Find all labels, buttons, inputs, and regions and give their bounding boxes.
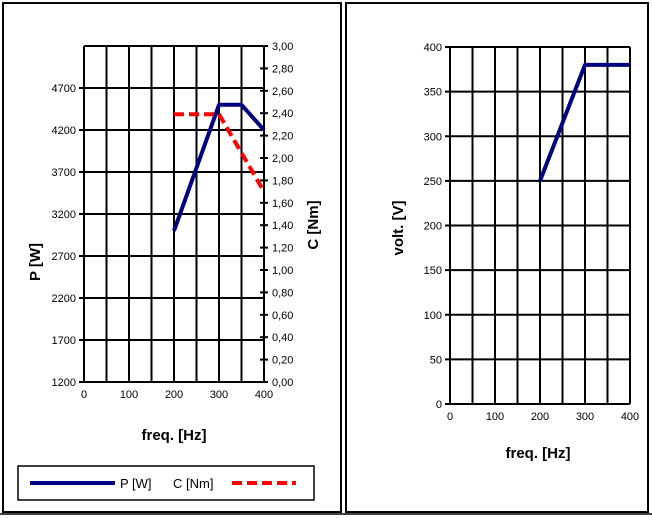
y-tick-label: 300 (424, 131, 442, 143)
legend-power-label: P [W] (120, 476, 152, 491)
power-chart-legend: P [W] C [Nm] (17, 465, 315, 501)
y2-tick-label: 0,00 (272, 377, 293, 389)
y-tick-label: 3200 (52, 209, 76, 221)
right-panel-frame (345, 2, 649, 513)
y2-tick-label: 2,40 (272, 108, 293, 120)
power-chart-series (172, 102, 266, 232)
y-tick-label: 200 (424, 221, 442, 233)
voltage-chart-grid (449, 46, 631, 405)
y-tick-label: 3700 (52, 167, 76, 179)
voltage-chart-x-label: freq. [Hz] (506, 445, 571, 462)
power-chart-grid (83, 45, 265, 383)
left-panel-frame (2, 2, 342, 513)
x-tick-label: 200 (531, 411, 549, 423)
y-tick-label: 1700 (52, 335, 76, 347)
x-tick-label: 300 (576, 411, 594, 423)
y2-tick-label: 0,80 (272, 287, 293, 299)
x-tick-label: 400 (255, 389, 273, 401)
y-tick-label: 2700 (52, 251, 76, 263)
y2-tick-label: 0,40 (272, 332, 293, 344)
y2-tick-label: 0,20 (272, 355, 293, 367)
x-tick-label: 200 (165, 389, 183, 401)
series-line-0 (172, 102, 266, 232)
voltage-chart-tick-labels: 0 50 100 150 200 250 300 350 400 0 100 200 300 400 (424, 42, 640, 423)
y2-tick-label: 2,60 (272, 86, 293, 98)
y2-tick-label: 1,40 (272, 220, 293, 232)
x-tick-label: 0 (447, 411, 453, 423)
x-tick-label: 0 (81, 389, 87, 401)
y2-tick-label: 1,60 (272, 198, 293, 210)
y-tick-label: 350 (424, 87, 442, 99)
series-line-0 (538, 62, 630, 182)
power-chart-y2-label: C [Nm] (305, 200, 322, 249)
y2-tick-label: 1,00 (272, 265, 293, 277)
y-tick-label: 4700 (52, 83, 76, 95)
voltage-chart-axes (445, 46, 451, 405)
y-tick-label: 100 (424, 310, 442, 322)
power-chart-tick-labels: 1200 1700 2200 2700 3200 3700 4200 4700 0 100 200 3… (52, 41, 294, 401)
x-tick-label: 100 (486, 411, 504, 423)
y2-tick-label: 1,20 (272, 243, 293, 255)
power-chart-x-label: freq. [Hz] (142, 427, 207, 444)
series-line-1 (174, 112, 266, 193)
y2-tick-label: 3,00 (272, 41, 293, 53)
y2-tick-label: 2,20 (272, 131, 293, 143)
y-tick-label: 0 (436, 399, 442, 411)
y-tick-label: 1200 (52, 377, 76, 389)
voltage-chart-series (538, 62, 630, 182)
voltage-chart-y-label: volt. [V] (390, 200, 407, 255)
y-tick-label: 250 (424, 176, 442, 188)
y-tick-label: 150 (424, 265, 442, 277)
power-chart-axes (79, 45, 268, 383)
y-tick-label: 4200 (52, 125, 76, 137)
y2-tick-label: 1,80 (272, 175, 293, 187)
y2-tick-label: 2,00 (272, 153, 293, 165)
x-tick-label: 400 (621, 411, 639, 423)
legend-torque-label: C [Nm] (173, 476, 213, 491)
y-tick-label: 400 (424, 42, 442, 54)
y2-tick-label: 0,60 (272, 310, 293, 322)
y2-tick-label: 2,80 (272, 63, 293, 75)
y-tick-label: 50 (430, 354, 442, 366)
x-tick-label: 300 (210, 389, 228, 401)
x-tick-label: 100 (120, 389, 138, 401)
y-tick-label: 2200 (52, 293, 76, 305)
power-chart-y-label: P [W] (27, 243, 44, 281)
